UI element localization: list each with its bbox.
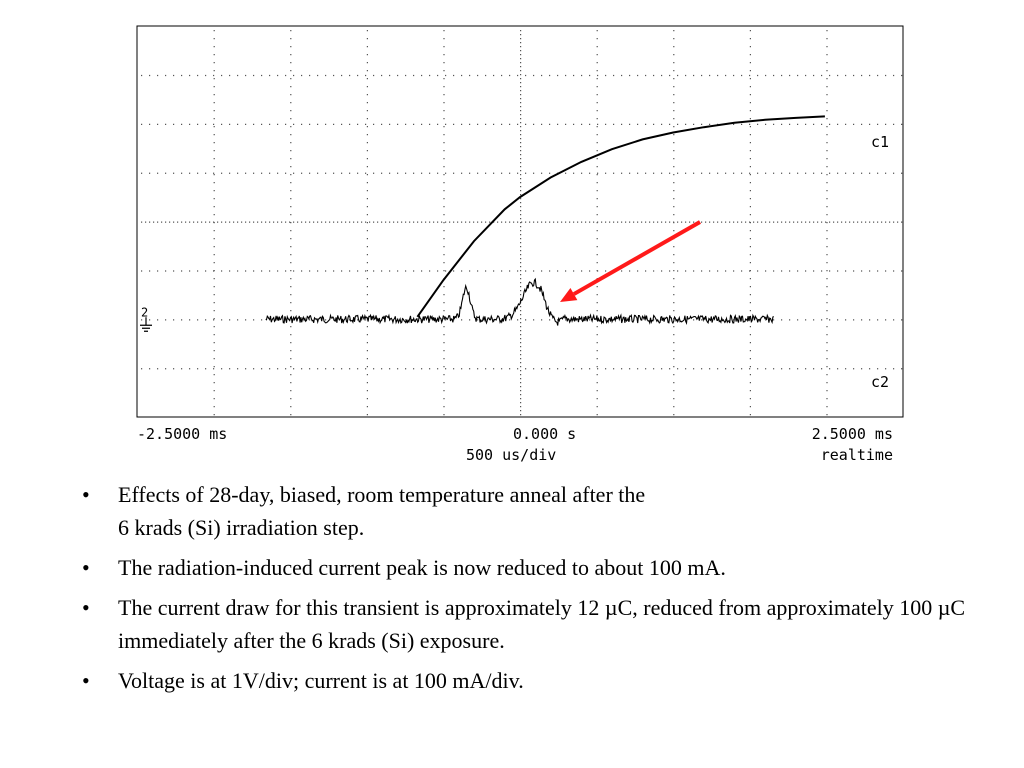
bullet-marker: • xyxy=(82,482,90,507)
series-c1-line xyxy=(416,115,825,318)
annotation-arrow xyxy=(572,220,701,296)
annotation-arrow-head xyxy=(560,287,578,302)
series-c2-line xyxy=(265,277,774,326)
bullet-text: Effects of 28-day, biased, room temperat… xyxy=(118,482,646,540)
bullet-text: Voltage is at 1V/div; current is at 100 … xyxy=(118,668,524,693)
bullet-item: • The current draw for this transient is … xyxy=(82,591,982,657)
x-axis-left-label: -2.5000 ms xyxy=(137,425,227,443)
bullet-text: The radiation-induced current peak is no… xyxy=(118,555,726,580)
bullet-text: The current draw for this transient is a… xyxy=(118,595,966,653)
ground-marker-label: 2 xyxy=(141,305,148,319)
x-axis-center-label: 0.000 s xyxy=(513,425,576,443)
bullet-item: • Voltage is at 1V/div; current is at 100… xyxy=(82,664,982,697)
chart-frame xyxy=(136,25,904,418)
series-c1-label: c1 xyxy=(871,133,889,151)
chart-grid xyxy=(141,30,903,416)
acquisition-mode-label: realtime xyxy=(821,446,893,464)
bullet-marker: • xyxy=(82,668,90,693)
ground-marker-icon: 2 xyxy=(140,305,152,332)
bullet-item: • Effects of 28-day, biased, room tempera… xyxy=(82,478,982,544)
bullet-marker: • xyxy=(82,595,90,620)
time-per-div-label: 500 us/div xyxy=(466,446,556,464)
bullet-list: • Effects of 28-day, biased, room tempera… xyxy=(82,478,982,704)
grid-dots xyxy=(141,30,903,416)
series-c2-label: c2 xyxy=(871,373,889,391)
bullet-item: • The radiation-induced current peak is n… xyxy=(82,551,982,584)
x-axis-right-label: 2.5000 ms xyxy=(812,425,893,443)
bullet-marker: • xyxy=(82,555,90,580)
oscilloscope-chart: c1 c2 2 -2.5000 ms 0.000 s 2.5000 ms 500… xyxy=(136,25,904,464)
